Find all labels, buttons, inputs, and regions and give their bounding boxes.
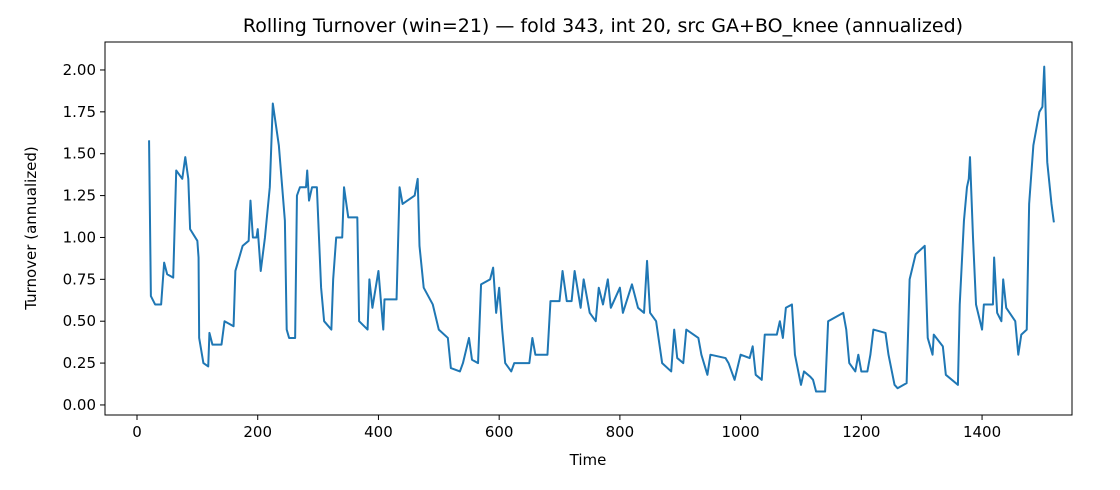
y-tick-label: 1.00	[63, 228, 96, 246]
x-tick-label: 400	[364, 423, 393, 441]
x-tick-label: 800	[606, 423, 635, 441]
y-tick-label: 0.25	[63, 354, 96, 372]
y-tick-label: 1.50	[63, 145, 96, 163]
y-axis-label: Turnover (annualized)	[22, 146, 40, 311]
x-axis-label: Time	[569, 451, 607, 469]
x-tick-label: 0	[132, 423, 142, 441]
y-tick-label: 0.50	[63, 312, 96, 330]
y-tick-label: 1.25	[63, 187, 96, 205]
y-tick-label: 2.00	[63, 61, 96, 79]
x-tick-label: 200	[243, 423, 272, 441]
x-tick-label: 1000	[722, 423, 760, 441]
chart-title: Rolling Turnover (win=21) — fold 343, in…	[243, 15, 963, 37]
y-tick-label: 0.75	[63, 270, 96, 288]
y-tick-label: 0.00	[63, 396, 96, 414]
x-tick-label: 1400	[963, 423, 1001, 441]
data-line	[148, 65, 1055, 393]
y-tick-label: 1.75	[63, 103, 96, 121]
plot-frame	[104, 41, 1073, 416]
x-tick-label: 1200	[842, 423, 880, 441]
x-tick-label: 600	[485, 423, 514, 441]
